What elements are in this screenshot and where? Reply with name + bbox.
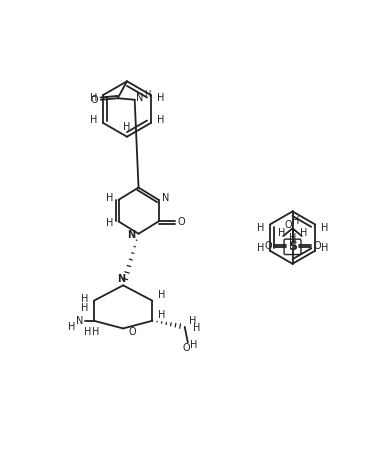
Text: H: H (289, 233, 296, 243)
Text: H: H (189, 316, 196, 326)
Text: O: O (264, 241, 272, 251)
Text: N: N (127, 230, 136, 240)
Text: O: O (284, 220, 292, 230)
Text: H: H (105, 194, 113, 203)
Text: H: H (156, 115, 164, 125)
Text: H: H (158, 289, 165, 300)
Text: H: H (278, 228, 285, 238)
Text: S: S (288, 240, 297, 253)
Text: H: H (158, 310, 165, 320)
Text: H: H (90, 93, 98, 103)
Text: O: O (178, 217, 185, 227)
Text: H: H (105, 218, 113, 228)
Text: H: H (123, 122, 131, 133)
Text: H: H (289, 240, 296, 250)
Text: H: H (292, 216, 299, 226)
Text: H: H (68, 322, 75, 332)
Text: N: N (118, 274, 126, 284)
Text: H: H (84, 327, 91, 337)
Text: H: H (257, 243, 264, 253)
Text: H: H (321, 243, 328, 253)
Text: O: O (182, 344, 190, 354)
Text: O: O (313, 241, 321, 251)
Text: H: H (193, 323, 201, 333)
Text: H: H (321, 223, 328, 233)
Text: N: N (136, 93, 144, 103)
Text: N: N (162, 194, 169, 203)
Text: H: H (190, 340, 198, 350)
Text: H: H (90, 115, 98, 125)
Text: H: H (81, 294, 88, 304)
Text: O: O (91, 95, 98, 105)
Text: H: H (144, 90, 150, 99)
Text: O: O (129, 327, 136, 337)
Text: H: H (81, 303, 88, 313)
Text: N: N (76, 316, 84, 326)
Text: H: H (92, 327, 99, 337)
Text: H: H (299, 228, 307, 238)
Text: H: H (257, 223, 264, 233)
Text: H: H (156, 93, 164, 103)
